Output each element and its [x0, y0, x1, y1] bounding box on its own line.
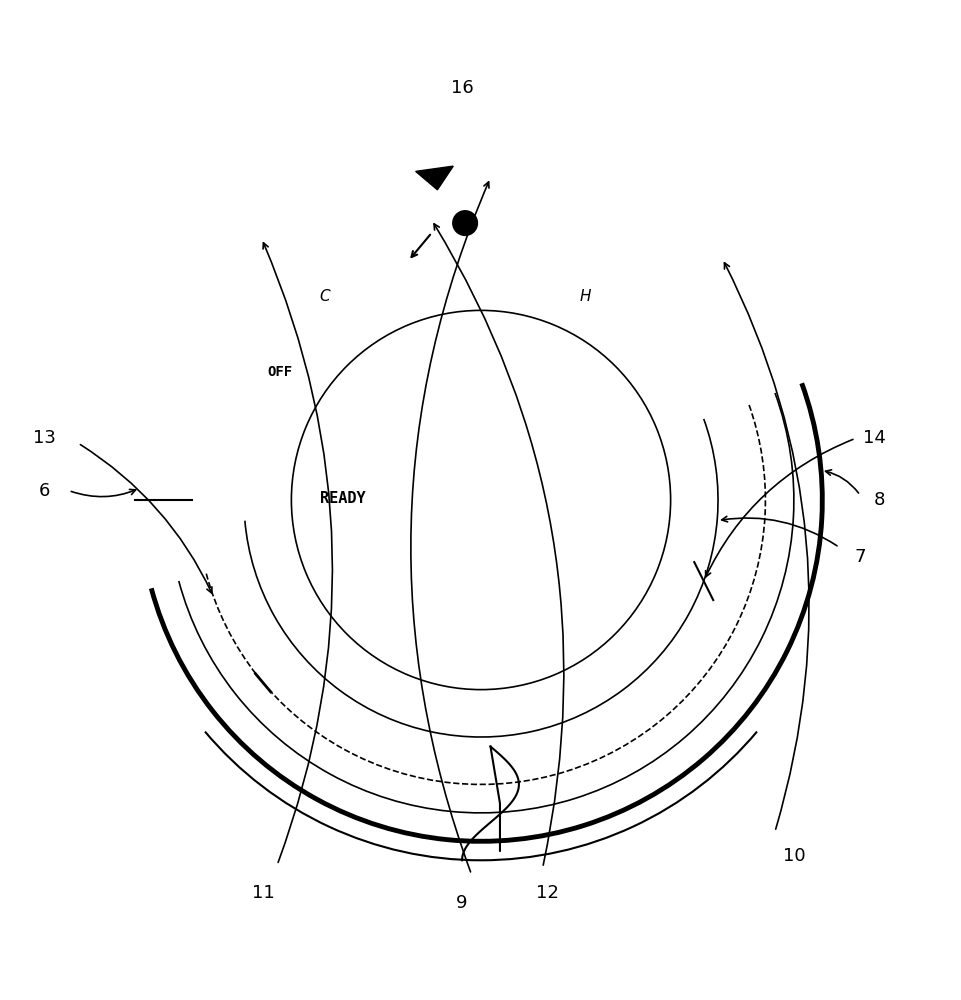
Text: READY: READY [319, 491, 365, 506]
Text: 12: 12 [535, 884, 558, 902]
Text: 7: 7 [853, 548, 865, 566]
Text: 14: 14 [862, 429, 885, 447]
Text: 13: 13 [34, 429, 57, 447]
Text: 8: 8 [873, 491, 884, 509]
Polygon shape [415, 166, 453, 190]
Text: 10: 10 [781, 847, 804, 865]
Text: 9: 9 [456, 894, 467, 912]
Text: 16: 16 [450, 79, 473, 97]
Text: H: H [579, 289, 590, 304]
Text: 6: 6 [39, 482, 51, 500]
Text: OFF: OFF [267, 365, 292, 379]
Text: C: C [319, 289, 330, 304]
Text: 11: 11 [251, 884, 274, 902]
Circle shape [453, 211, 477, 235]
